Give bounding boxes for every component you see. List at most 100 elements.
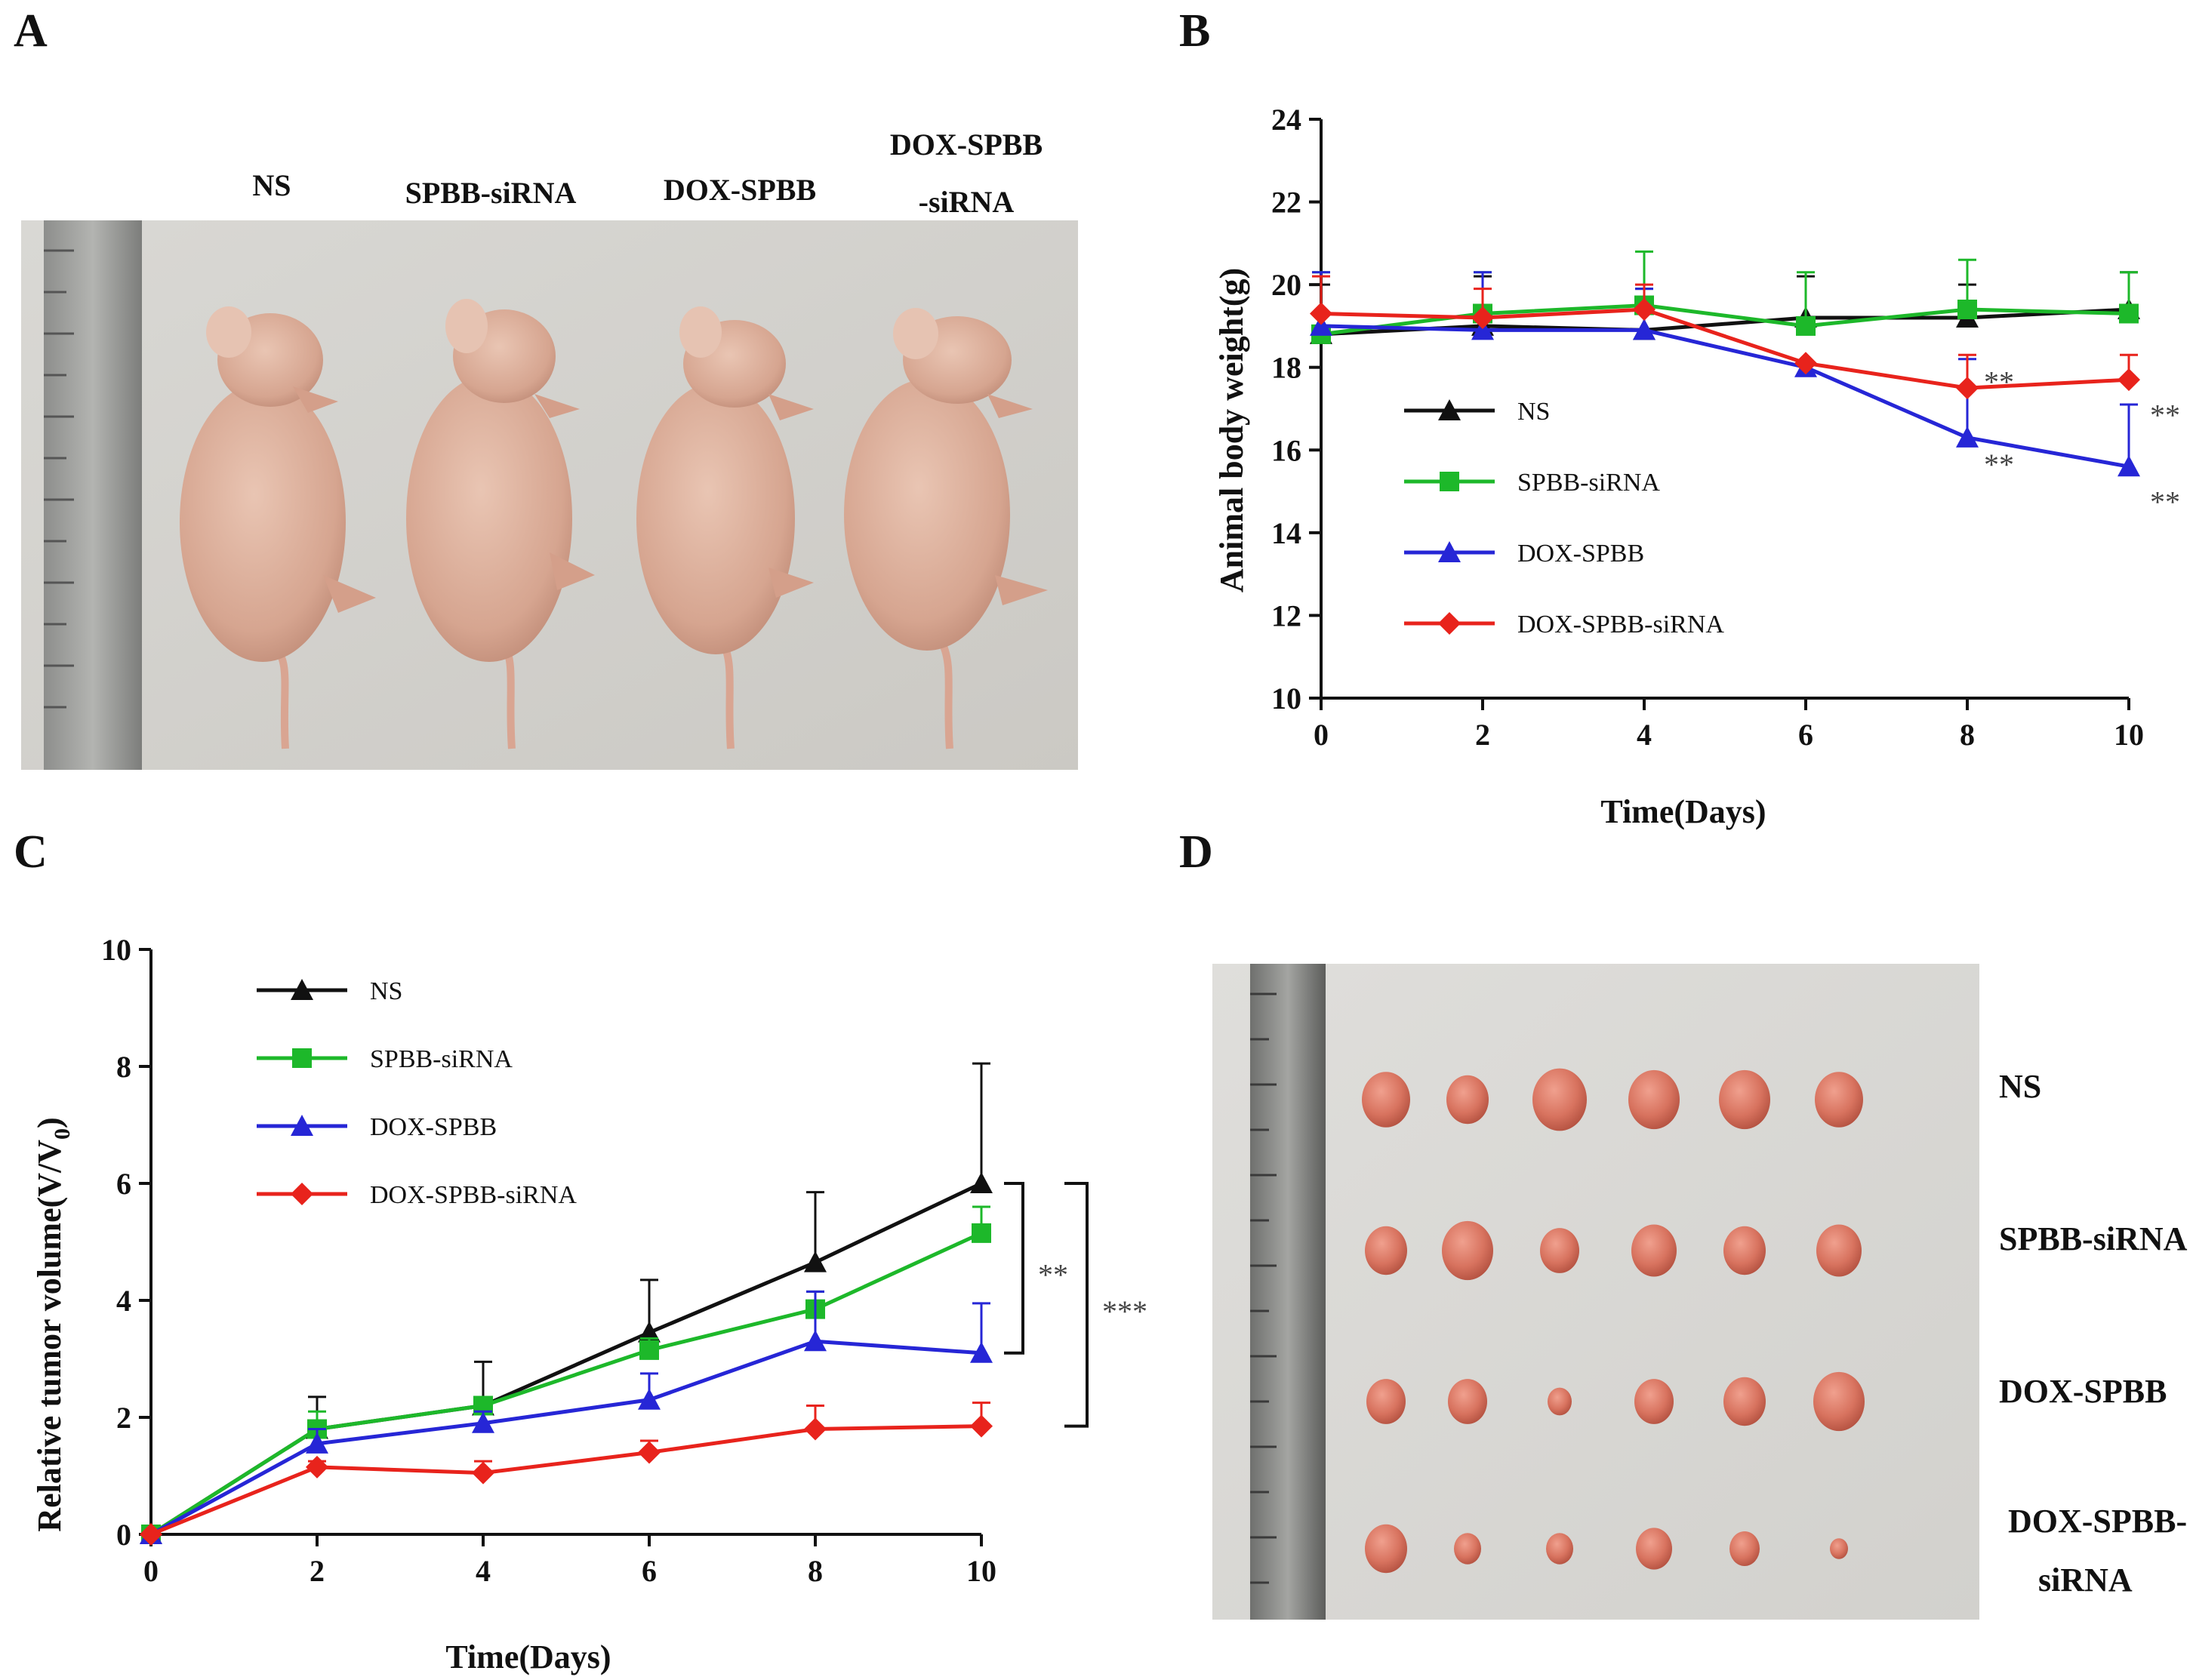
panel-a-letter: A (14, 5, 48, 57)
x-tick-label-6: 6 (642, 1554, 657, 1588)
y-tick-label-14: 14 (1271, 516, 1301, 550)
y-tick-label-4: 4 (116, 1284, 131, 1318)
tumor-3-1 (1454, 1533, 1481, 1565)
tumor-1-3 (1631, 1224, 1677, 1277)
mouse-dox-spbb (636, 306, 814, 749)
tumor-2-0 (1366, 1379, 1406, 1424)
legend-marker-dox-spbb (1438, 541, 1461, 562)
y-tick-label-12: 12 (1271, 598, 1301, 632)
tumor-2-3 (1634, 1379, 1674, 1424)
tumor-2-4 (1723, 1377, 1766, 1426)
legend-marker-spbb-sirna (1440, 472, 1459, 491)
point-dox-spbb-sirna (1956, 377, 1979, 400)
point-spbb-sirna (972, 1223, 991, 1243)
point-dox-spbb-sirna (970, 1414, 993, 1438)
tumor-3-3 (1636, 1528, 1672, 1570)
point-ns (804, 1251, 827, 1272)
c-ylabel: Relative tumor volume(V/V0) (31, 1117, 75, 1531)
panel-a-label-spbb-sirna: SPBB-siRNA (405, 176, 577, 210)
legend-label-dox-spbb-sirna: DOX-SPBB-siRNA (370, 1181, 577, 1209)
significance-b-0: ** (1984, 365, 2014, 399)
series-line-dox-spbb (1320, 324, 2130, 469)
significance-b-2: ** (2150, 398, 2180, 432)
mouse-spbb-sirna (406, 299, 595, 749)
point-spbb-sirna (1957, 300, 1977, 320)
point-dox-spbb-sirna (306, 1455, 328, 1478)
c-ylabel-sub: 0 (50, 1128, 75, 1140)
point-dox-spbb-sirna (472, 1461, 494, 1485)
point-dox-spbb-sirna (1794, 352, 1817, 375)
tumor-0-2 (1532, 1068, 1587, 1131)
series-line-spbb-sirna (149, 1231, 983, 1537)
tumor-3-0 (1365, 1524, 1407, 1574)
point-dox-spbb-sirna (638, 1441, 661, 1464)
point-dox-spbb-sirna (1471, 306, 1494, 329)
legend-label-spbb-sirna: SPBB-siRNA (1517, 469, 1660, 497)
mouse-dox-spbb-sirna (844, 308, 1048, 749)
legend-marker-dox-spbb-sirna (1438, 612, 1461, 635)
point-dox-spbb (1633, 318, 1656, 340)
panel-a-label-ns: NS (252, 168, 291, 202)
y-tick-label-10: 10 (101, 933, 131, 967)
tumor-grid (1362, 1068, 1865, 1574)
tumor-0-0 (1362, 1072, 1410, 1128)
point-ns (970, 1172, 993, 1193)
ruler (1250, 964, 1326, 1620)
x-tick-label-4: 4 (476, 1554, 491, 1588)
y-tick-label-6: 6 (116, 1167, 131, 1201)
tumor-1-2 (1540, 1228, 1579, 1273)
y-tick-label-10: 10 (1271, 682, 1301, 715)
point-dox-spbb (1310, 314, 1332, 336)
b-ylabel: Animal body weight(g) (1213, 268, 1250, 592)
point-dox-spbb-sirna (2118, 368, 2140, 392)
point-ns (638, 1321, 661, 1343)
y-tick-label-2: 2 (116, 1401, 131, 1435)
series-line-dox-spbb-sirna (150, 1424, 982, 1537)
legend-marker-dox-spbb (291, 1115, 313, 1136)
tumor-0-1 (1446, 1075, 1489, 1125)
point-dox-spbb (804, 1330, 827, 1352)
tumor-0-3 (1628, 1069, 1680, 1130)
y-tick-label-22: 22 (1271, 186, 1301, 220)
x-tick-label-0: 0 (1314, 718, 1329, 752)
y-tick-label-24: 24 (1271, 103, 1301, 137)
tumor-1-5 (1816, 1224, 1862, 1277)
point-dox-spbb (306, 1432, 328, 1454)
panel-b-letter: B (1179, 5, 1211, 57)
x-tick-label-2: 2 (310, 1554, 325, 1588)
tumor-2-1 (1448, 1379, 1487, 1424)
legend-marker-ns (291, 979, 313, 1000)
point-spbb-sirna (639, 1340, 659, 1360)
c-ylabel-main: Relative tumor volume(V/V (31, 1140, 68, 1532)
y-tick-label-20: 20 (1271, 268, 1301, 302)
panel-d-label-spbb-sirna: SPBB-siRNA (1999, 1220, 2188, 1257)
panel-a-label-dox-spbb: DOX-SPBB (663, 173, 817, 207)
tumor-1-1 (1442, 1220, 1493, 1281)
series-line-dox-spbb-sirna (1320, 307, 2130, 390)
panel-a-label-dox-spbb-sirna-1: DOX-SPBB (889, 128, 1043, 162)
x-tick-label-4: 4 (1637, 718, 1652, 752)
c-xlabel: Time(Days) (445, 1638, 611, 1675)
y-tick-label-8: 8 (116, 1050, 131, 1084)
b-xlabel: Time(Days) (1600, 793, 1766, 830)
tumor-0-4 (1719, 1069, 1770, 1130)
bracket-triple-star (1064, 1182, 1089, 1428)
x-tick-label-8: 8 (808, 1554, 823, 1588)
significance-c-0: ** (1038, 1257, 1068, 1291)
x-tick-label-0: 0 (143, 1554, 159, 1588)
panel-d-label-ns: NS (1999, 1068, 2042, 1105)
x-tick-label-2: 2 (1475, 718, 1490, 752)
tumor-0-5 (1815, 1072, 1863, 1128)
point-spbb-sirna (2119, 303, 2139, 324)
y-tick-label-16: 16 (1271, 433, 1301, 467)
point-dox-spbb (2118, 455, 2140, 477)
tumor-2-2 (1548, 1387, 1572, 1416)
x-tick-label-8: 8 (1960, 718, 1975, 752)
legend-label-ns: NS (370, 977, 402, 1005)
legend-marker-spbb-sirna (292, 1048, 312, 1068)
tumor-3-5 (1830, 1538, 1848, 1559)
point-dox-spbb-sirna (1310, 302, 1332, 325)
legend-marker-dox-spbb-sirna (291, 1183, 313, 1205)
ruler (44, 220, 142, 770)
